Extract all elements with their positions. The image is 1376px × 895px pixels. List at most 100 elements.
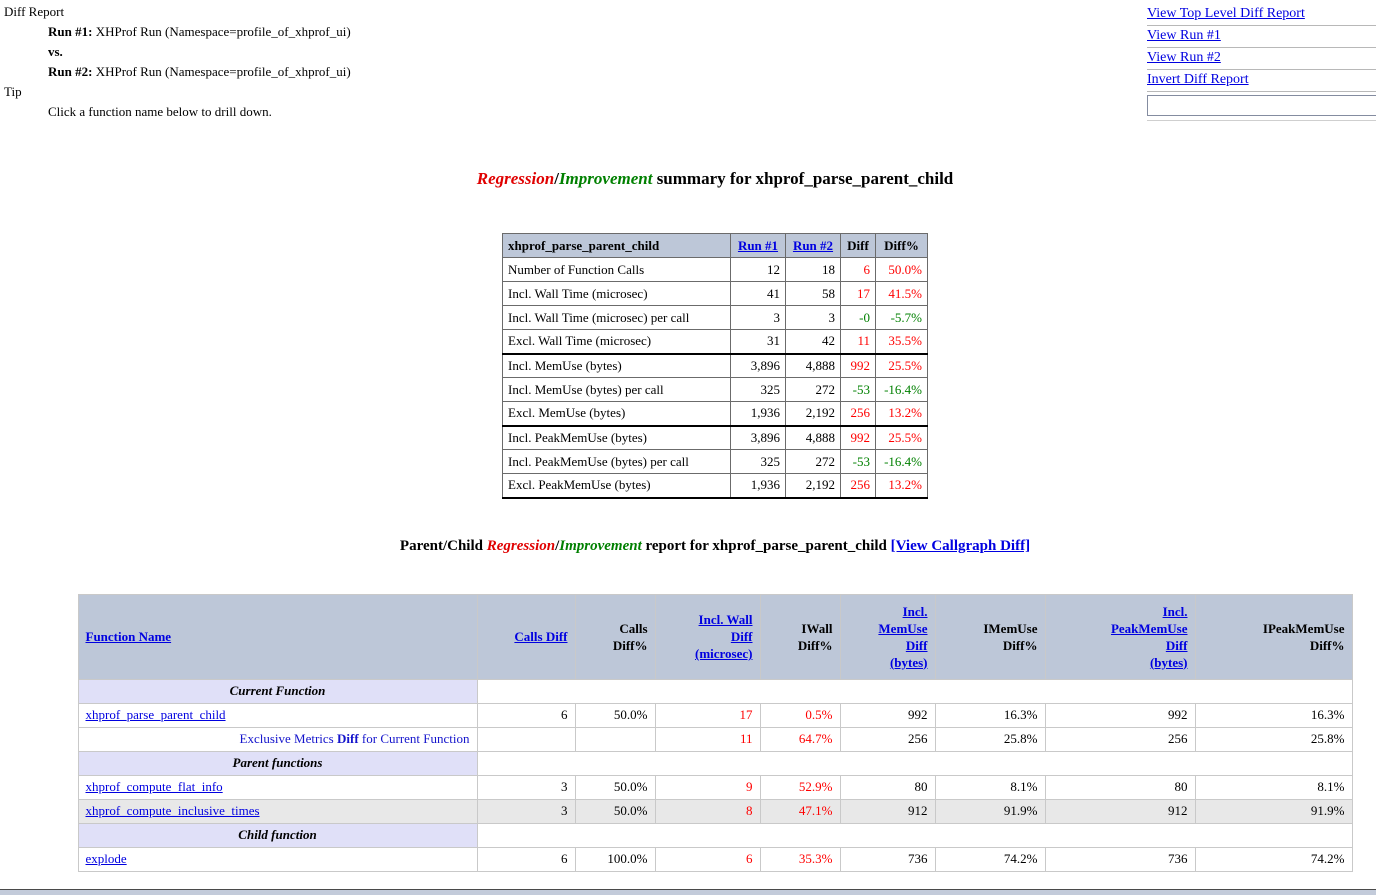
diff-value: -0: [840, 305, 876, 330]
summary-heading-rest: summary for xhprof_parse_parent_child: [652, 169, 954, 188]
regression-label: Regression: [486, 537, 556, 554]
run2-value: 2,192: [785, 473, 841, 499]
metric-value-cell: 80: [839, 774, 936, 800]
column-header-incl-memuse-diff-bytes: Incl. MemUse Diff (bytes): [839, 593, 936, 680]
metric-value-cell: 736: [1044, 846, 1196, 872]
metric-value-cell: 52.9%: [759, 774, 841, 800]
summary-row-incl-wall-time-microsec: Incl. Wall Time (microsec) 41 58 17 41.5%: [502, 281, 928, 306]
metric-value-cell: [476, 726, 576, 752]
tip-label: Tip: [4, 84, 22, 99]
report-heading-prefix: Parent/Child: [399, 537, 487, 554]
run2-value: 18: [785, 257, 841, 282]
search-input[interactable]: [1147, 95, 1376, 116]
summary-table-header-row: xhprof_parse_parent_child Run #1 Run #2 …: [502, 233, 928, 258]
metric-value-cell: 0.5%: [759, 702, 841, 728]
horizontal-scrollbar[interactable]: [0, 889, 1376, 895]
nav-link-invert-diff-report[interactable]: Invert Diff Report: [1147, 72, 1249, 87]
tip-text: Click a function name below to drill dow…: [48, 104, 272, 119]
section-row-filler: [476, 678, 1353, 704]
run2-header-link[interactable]: Run #2: [792, 237, 834, 253]
function-name-cell: xhprof_parse_parent_child: [77, 702, 478, 728]
metric-value-cell: 6: [476, 702, 576, 728]
function-row-explode: explode 6 100.0% 6 35.3% 736 74.2% 736 74.2%: [77, 846, 1353, 872]
run2-value: 42: [785, 329, 841, 355]
run1-header-link[interactable]: Run #1: [737, 237, 779, 253]
run1-label: Run #1:: [48, 24, 93, 39]
diff-value: -53: [840, 377, 876, 402]
run1-value: 325: [730, 449, 786, 474]
metric-label: Excl. MemUse (bytes): [502, 401, 731, 427]
sort-link-function-name[interactable]: Function Name: [85, 629, 172, 644]
function-link-xhprof-compute-inclusive-times[interactable]: xhprof_compute_inclusive_times: [85, 803, 260, 818]
diffpct-column-header: Diff%: [875, 233, 928, 258]
metric-value-cell: 74.2%: [1194, 846, 1353, 872]
report-table-header-row: Function Name Calls Diff Calls Diff% Incl. W…: [77, 593, 1353, 680]
run1-value: 3,896: [730, 425, 786, 450]
run1-column-header: Run #1: [730, 233, 786, 258]
run1-value: 325: [730, 377, 786, 402]
metric-value-cell: 256: [839, 726, 936, 752]
diffpct-value: 13.2%: [875, 401, 928, 427]
metric-value-cell: 16.3%: [934, 702, 1046, 728]
nav-input-row: [1147, 92, 1376, 121]
metric-value-cell: [574, 726, 656, 752]
metric-value-cell: 74.2%: [934, 846, 1046, 872]
metric-value-cell: 50.0%: [574, 702, 656, 728]
run1-value: 12: [730, 257, 786, 282]
diff-value: -53: [840, 449, 876, 474]
run2-value: 272: [785, 377, 841, 402]
diff-value: 992: [840, 425, 876, 450]
metric-value-cell: 25.8%: [1194, 726, 1353, 752]
function-link-xhprof-parse-parent-child[interactable]: xhprof_parse_parent_child: [85, 707, 226, 722]
section-label: Parent functions: [77, 750, 478, 776]
metric-value-cell: 100.0%: [574, 846, 656, 872]
nav-links: View Top Level Diff Report View Run #1 Vie…: [1147, 4, 1376, 92]
metric-value-cell: 11: [654, 726, 761, 752]
function-link-xhprof-compute-flat-info[interactable]: xhprof_compute_flat_info: [85, 779, 223, 794]
run2-column-header: Run #2: [785, 233, 841, 258]
sort-link-calls-diff[interactable]: Calls Diff: [514, 629, 568, 644]
diffpct-value: -16.4%: [875, 449, 928, 474]
section-label: Child function: [77, 822, 478, 848]
function-row-xhprof-compute-flat-info: xhprof_compute_flat_info 3 50.0% 9 52.9% 80 8.…: [77, 774, 1353, 800]
metric-label: Incl. Wall Time (microsec): [502, 281, 731, 306]
sort-link-incl-wall-diff-microsec[interactable]: Incl. Wall Diff (microsec): [694, 612, 753, 661]
summary-row-incl-peakmemuse-bytes-per-call: Incl. PeakMemUse (bytes) per call 325 272-…: [502, 449, 928, 474]
diff-value: 6: [840, 257, 876, 282]
summary-table: xhprof_parse_parent_child Run #1 Run #2 …: [502, 233, 928, 499]
view-callgraph-diff-link[interactable]: [View Callgraph Diff]: [890, 537, 1031, 554]
run1-value: 3,896: [730, 353, 786, 378]
nav-link-row: View Run #1: [1147, 26, 1376, 48]
diffpct-value: 25.5%: [875, 425, 928, 450]
metric-value-cell: 50.0%: [574, 774, 656, 800]
report-heading: Parent/Child Regression/Improvement repo…: [0, 538, 1376, 555]
metric-value-cell: 91.9%: [1194, 798, 1353, 824]
regression-label: Regression: [476, 169, 555, 188]
run2-text: XHProf Run (Namespace=profile_of_xhprof_…: [92, 64, 351, 79]
sort-link-incl-peakmemuse-diff-bytes[interactable]: Incl. PeakMemUse Diff (bytes): [1110, 603, 1188, 670]
diff-value: 17: [840, 281, 876, 306]
diffpct-value: -16.4%: [875, 377, 928, 402]
nav-link-view-run-1[interactable]: View Run #1: [1147, 28, 1221, 43]
nav-link-view-run-2[interactable]: View Run #2: [1147, 50, 1221, 65]
sort-link-incl-memuse-diff-bytes[interactable]: Incl. MemUse Diff (bytes): [878, 603, 928, 670]
metric-value-cell: 35.3%: [759, 846, 841, 872]
diffpct-value: 13.2%: [875, 473, 928, 499]
run2-value: 272: [785, 449, 841, 474]
metric-label: Excl. Wall Time (microsec): [502, 329, 731, 355]
diffpct-value: 35.5%: [875, 329, 928, 355]
nav-link-view-top-level-diff-report[interactable]: View Top Level Diff Report: [1147, 6, 1305, 21]
vs-label: vs.: [48, 44, 63, 59]
metric-value-cell: 9: [654, 774, 761, 800]
function-link-explode[interactable]: explode: [85, 851, 127, 866]
summary-heading: Regression/Improvement summary for xhpro…: [0, 169, 1376, 189]
section-row-current-function: Current Function: [77, 678, 1353, 704]
metric-label: Excl. PeakMemUse (bytes): [502, 473, 731, 499]
improvement-label: Improvement: [559, 537, 642, 554]
summary-row-incl-memuse-bytes-per-call: Incl. MemUse (bytes) per call 325 272 -53 -1…: [502, 377, 928, 402]
heading-slash: /: [555, 537, 560, 554]
column-header-label: IMemUse Diff%: [983, 620, 1038, 653]
summary-row-incl-wall-time-microsec-per-call: Incl. Wall Time (microsec) per call 3 3 -0-…: [502, 305, 928, 330]
section-label: Current Function: [77, 678, 478, 704]
column-header-incl-wall-diff-microsec: Incl. Wall Diff (microsec): [654, 593, 761, 680]
